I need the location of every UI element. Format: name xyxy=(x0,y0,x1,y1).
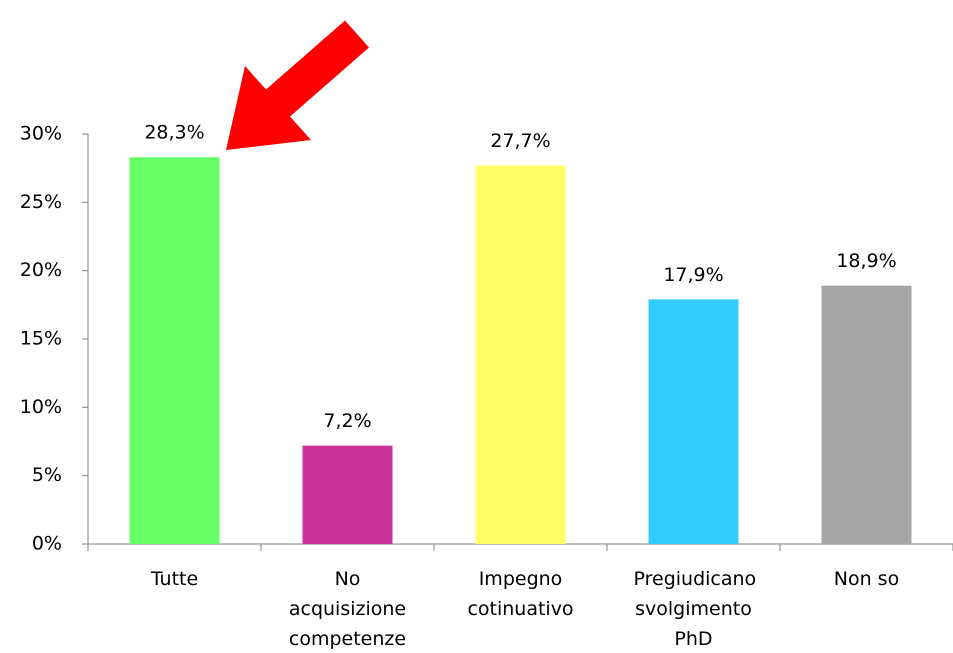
y-tick-label: 10% xyxy=(20,396,62,418)
value-label: 28,3% xyxy=(144,122,204,144)
bar xyxy=(648,299,739,544)
y-tick-label: 30% xyxy=(20,123,62,145)
bar xyxy=(302,445,393,544)
bar xyxy=(821,285,912,544)
value-label: 27,7% xyxy=(490,130,550,152)
value-label: 17,9% xyxy=(663,264,723,286)
value-label: 18,9% xyxy=(836,250,896,272)
bar xyxy=(129,157,220,544)
y-tick-label: 5% xyxy=(32,464,62,486)
x-tick-label: Tutte xyxy=(150,568,199,590)
x-tick-label: Pregiudicano svolgimento PhD xyxy=(633,568,757,650)
y-tick-label: 0% xyxy=(32,533,62,555)
value-label: 7,2% xyxy=(323,410,371,432)
x-tick-label: Impegno cotinuativo xyxy=(467,568,574,620)
y-tick-label: 20% xyxy=(20,259,62,281)
y-tick-label: 15% xyxy=(20,328,62,350)
arrow xyxy=(226,20,369,150)
x-tick-label: No acquisizione competenze xyxy=(288,568,407,650)
x-tick-label: Non so xyxy=(833,568,900,590)
y-tick-label: 25% xyxy=(20,191,62,213)
bar xyxy=(475,165,566,544)
